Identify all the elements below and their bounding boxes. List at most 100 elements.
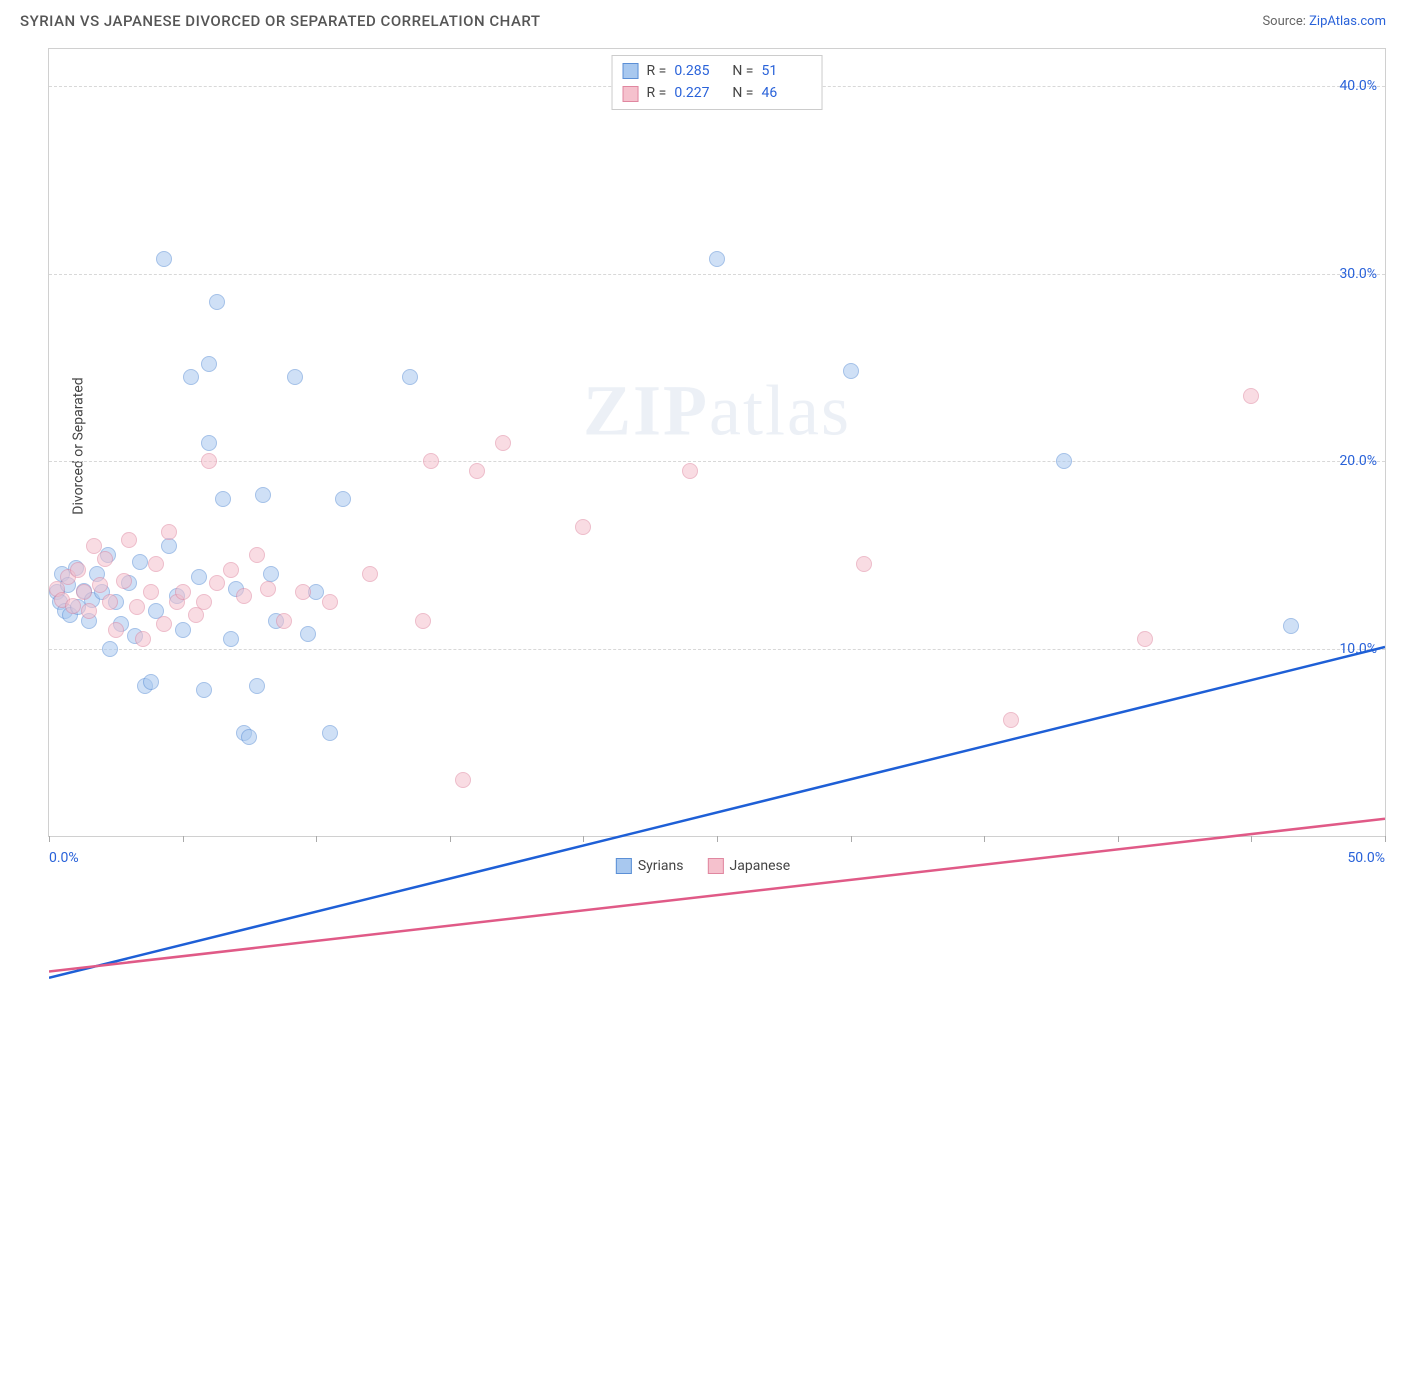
data-point	[183, 369, 199, 385]
data-point	[255, 487, 271, 503]
data-point	[1137, 631, 1153, 647]
data-point	[223, 631, 239, 647]
data-point	[1243, 388, 1259, 404]
legend-item: Syrians	[616, 858, 684, 874]
data-point	[276, 613, 292, 629]
data-point	[236, 588, 252, 604]
x-tick-label: 50.0%	[1347, 850, 1385, 866]
data-point	[132, 554, 148, 570]
data-point	[175, 584, 191, 600]
data-point	[215, 491, 231, 507]
data-point	[843, 363, 859, 379]
data-point	[156, 251, 172, 267]
trend-line	[49, 647, 1385, 978]
data-point	[209, 294, 225, 310]
chart-area: ZIPatlas 10.0%20.0%30.0%40.0%0.0%50.0% R…	[48, 48, 1386, 837]
data-point	[201, 356, 217, 372]
legend-r-label: R =	[647, 82, 667, 104]
data-point	[97, 551, 113, 567]
data-point	[423, 453, 439, 469]
x-tick	[183, 836, 184, 842]
y-tick-label: 10.0%	[1339, 641, 1377, 657]
data-point	[263, 566, 279, 582]
legend-item: Japanese	[708, 858, 791, 874]
data-point	[322, 725, 338, 741]
data-point	[161, 524, 177, 540]
gridline	[49, 649, 1385, 650]
source-link[interactable]: ZipAtlas.com	[1309, 14, 1386, 29]
data-point	[682, 463, 698, 479]
data-point	[709, 251, 725, 267]
data-point	[495, 435, 511, 451]
data-point	[335, 491, 351, 507]
x-tick	[717, 836, 718, 842]
data-point	[249, 547, 265, 563]
x-tick	[450, 836, 451, 842]
legend-r-value: 0.227	[674, 82, 724, 104]
data-point	[175, 622, 191, 638]
legend-n-value: 46	[761, 82, 811, 104]
trend-overlay	[49, 49, 1385, 1385]
plot-area: 10.0%20.0%30.0%40.0%0.0%50.0%	[49, 49, 1385, 836]
data-point	[223, 562, 239, 578]
x-tick	[316, 836, 317, 842]
data-point	[191, 569, 207, 585]
legend-row: R =0.285N =51	[623, 60, 812, 82]
source-label: Source:	[1262, 14, 1305, 29]
legend-swatch	[616, 858, 632, 874]
x-tick	[851, 836, 852, 842]
data-point	[108, 622, 124, 638]
legend-label: Japanese	[730, 858, 791, 874]
y-tick-label: 40.0%	[1339, 78, 1377, 94]
x-tick-label: 0.0%	[49, 850, 79, 866]
data-point	[249, 678, 265, 694]
data-point	[402, 369, 418, 385]
data-point	[1283, 618, 1299, 634]
x-tick	[1251, 836, 1252, 842]
data-point	[575, 519, 591, 535]
data-point	[260, 581, 276, 597]
data-point	[856, 556, 872, 572]
x-tick	[1385, 836, 1386, 842]
gridline	[49, 274, 1385, 275]
y-tick-label: 20.0%	[1339, 453, 1377, 469]
data-point	[295, 584, 311, 600]
data-point	[102, 641, 118, 657]
data-point	[201, 435, 217, 451]
data-point	[76, 584, 92, 600]
data-point	[455, 772, 471, 788]
legend-label: Syrians	[638, 858, 684, 874]
correlation-legend: R =0.285N =51R = 0.227 N = 46	[612, 55, 823, 110]
chart-title: SYRIAN VS JAPANESE DIVORCED OR SEPARATED…	[20, 12, 540, 30]
x-tick	[583, 836, 584, 842]
data-point	[65, 598, 81, 614]
data-point	[116, 573, 132, 589]
data-point	[1056, 453, 1072, 469]
x-tick	[1118, 836, 1119, 842]
legend-r-label: R =	[647, 60, 667, 82]
legend-n-label: N =	[732, 82, 753, 104]
data-point	[1003, 712, 1019, 728]
data-point	[92, 577, 108, 593]
chart-header: SYRIAN VS JAPANESE DIVORCED OR SEPARATED…	[0, 0, 1406, 38]
data-point	[135, 631, 151, 647]
data-point	[201, 453, 217, 469]
x-tick	[49, 836, 50, 842]
data-point	[129, 599, 145, 615]
legend-swatch	[623, 86, 639, 102]
data-point	[196, 682, 212, 698]
data-point	[469, 463, 485, 479]
gridline	[49, 461, 1385, 462]
source-attribution: Source: ZipAtlas.com	[1262, 14, 1386, 29]
data-point	[148, 556, 164, 572]
data-point	[300, 626, 316, 642]
legend-swatch	[708, 858, 724, 874]
data-point	[102, 594, 118, 610]
series-legend: Syrians Japanese	[616, 858, 790, 874]
data-point	[241, 729, 257, 745]
legend-n-label: N =	[732, 60, 753, 82]
x-tick	[984, 836, 985, 842]
data-point	[322, 594, 338, 610]
data-point	[209, 575, 225, 591]
data-point	[156, 616, 172, 632]
